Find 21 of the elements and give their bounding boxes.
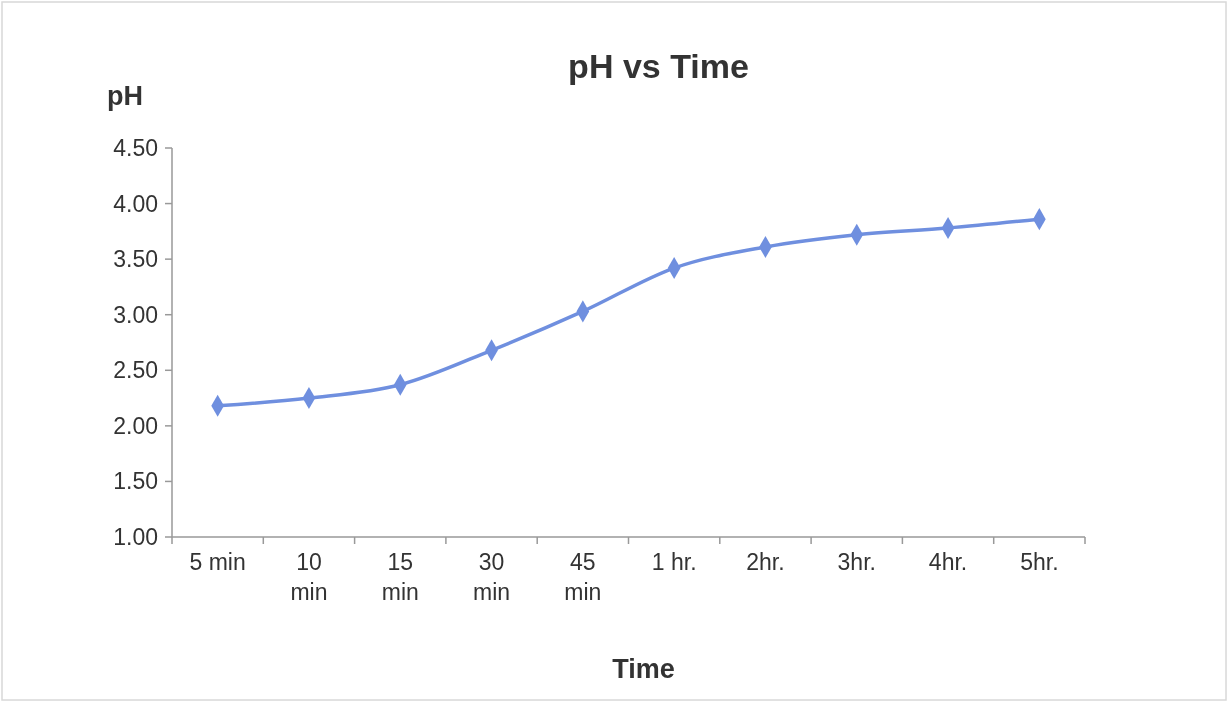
x-tick-label: 15 min: [381, 549, 419, 605]
y-tick-label: 3.50: [113, 246, 158, 273]
y-tick-label: 3.00: [113, 301, 158, 328]
x-tick-label: 30 min: [473, 549, 511, 605]
chart-title: pH vs Time: [568, 47, 749, 85]
y-tick-label: 1.50: [113, 468, 158, 495]
x-tick-label: 5hr.: [1020, 549, 1059, 575]
y-tick-label: 2.50: [113, 357, 158, 384]
x-axis-title: Time: [612, 654, 675, 684]
y-tick-label: 2.00: [113, 412, 158, 439]
x-tick-label: 2hr.: [746, 549, 785, 575]
x-tick-label: 1 hr.: [651, 549, 697, 575]
y-tick-label: 4.00: [113, 190, 158, 217]
x-tick-label: 45 min: [564, 549, 602, 605]
y-tick-label: 4.50: [113, 135, 158, 162]
x-tick-label: 4hr.: [928, 549, 968, 575]
x-tick-label: 10 min: [290, 549, 328, 605]
y-axis-title: pH: [107, 81, 143, 111]
y-tick-label: 1.00: [113, 524, 158, 551]
x-tick-label: 3hr.: [837, 549, 876, 575]
x-tick-label: 5 min: [189, 549, 246, 575]
